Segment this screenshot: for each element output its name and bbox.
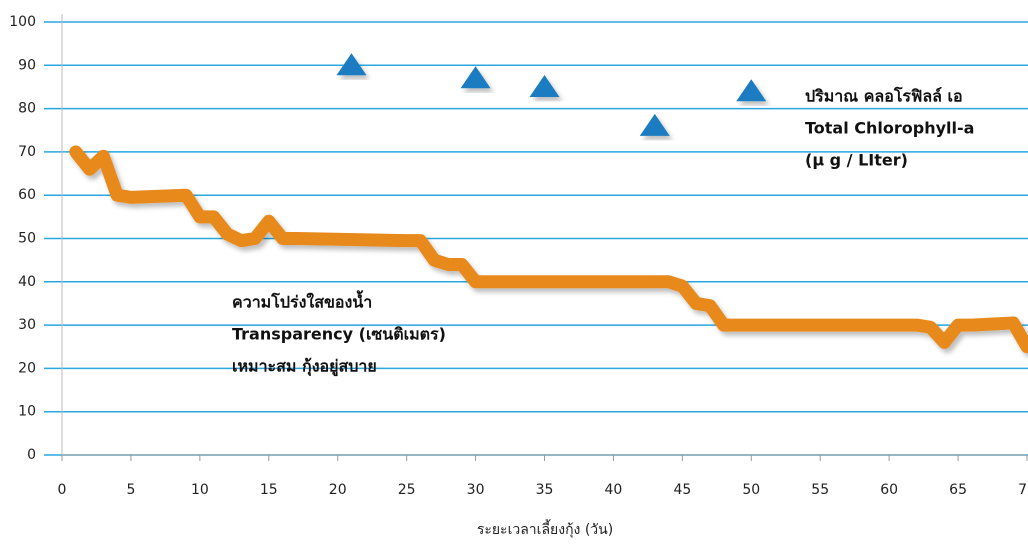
x-tick-label: 30 bbox=[467, 482, 485, 498]
y-tick-label: 50 bbox=[18, 231, 36, 247]
series-label: (µ g / LIter) bbox=[805, 151, 908, 170]
x-tick-label: 5 bbox=[126, 482, 135, 498]
x-tick-label: 60 bbox=[880, 482, 898, 498]
series-label: ปริมาณ คลอโรฟิลล์ เอ bbox=[805, 86, 963, 106]
data-line bbox=[69, 145, 1028, 354]
data-point bbox=[336, 53, 367, 76]
y-tick-label: 80 bbox=[18, 101, 36, 117]
series-label: เหมาะสม กุ้งอยู่สบาย bbox=[232, 357, 377, 378]
y-tick-label: 70 bbox=[18, 144, 36, 160]
x-tick-label: 55 bbox=[811, 482, 829, 498]
x-tick-label: 40 bbox=[605, 482, 623, 498]
data-point bbox=[529, 74, 560, 97]
x-axis-label: ระยะเวลาเลี้ยงกุ้ง (วัน) bbox=[477, 519, 613, 538]
x-tick-label: 15 bbox=[260, 482, 278, 498]
y-tick-label: 90 bbox=[18, 57, 36, 73]
y-tick-label: 60 bbox=[18, 187, 36, 203]
y-tick-label: 10 bbox=[18, 404, 36, 420]
y-tick-label: 0 bbox=[27, 447, 36, 463]
x-tick-label: 45 bbox=[673, 482, 691, 498]
x-tick-label: 35 bbox=[536, 482, 554, 498]
data-point bbox=[639, 113, 670, 136]
series-label: Transparency (เซนติเมตร) bbox=[232, 325, 446, 344]
data-point bbox=[460, 66, 491, 89]
x-tick-label: 70 bbox=[1018, 482, 1028, 498]
y-tick-label: 30 bbox=[18, 317, 36, 333]
series-label: Total Chlorophyll-a bbox=[805, 119, 974, 138]
y-tick-label: 20 bbox=[18, 360, 36, 376]
y-tick-label: 40 bbox=[18, 274, 36, 290]
x-tick-label: 25 bbox=[398, 482, 416, 498]
x-tick-label: 50 bbox=[742, 482, 760, 498]
x-tick-label: 20 bbox=[329, 482, 347, 498]
y-tick-label: 100 bbox=[9, 14, 36, 30]
data-point bbox=[736, 79, 767, 102]
series-label: ความโปร่งใสของน้ำ bbox=[232, 290, 372, 312]
x-tick-label: 0 bbox=[58, 482, 67, 498]
x-tick-label: 65 bbox=[949, 482, 967, 498]
x-tick-label: 10 bbox=[191, 482, 209, 498]
